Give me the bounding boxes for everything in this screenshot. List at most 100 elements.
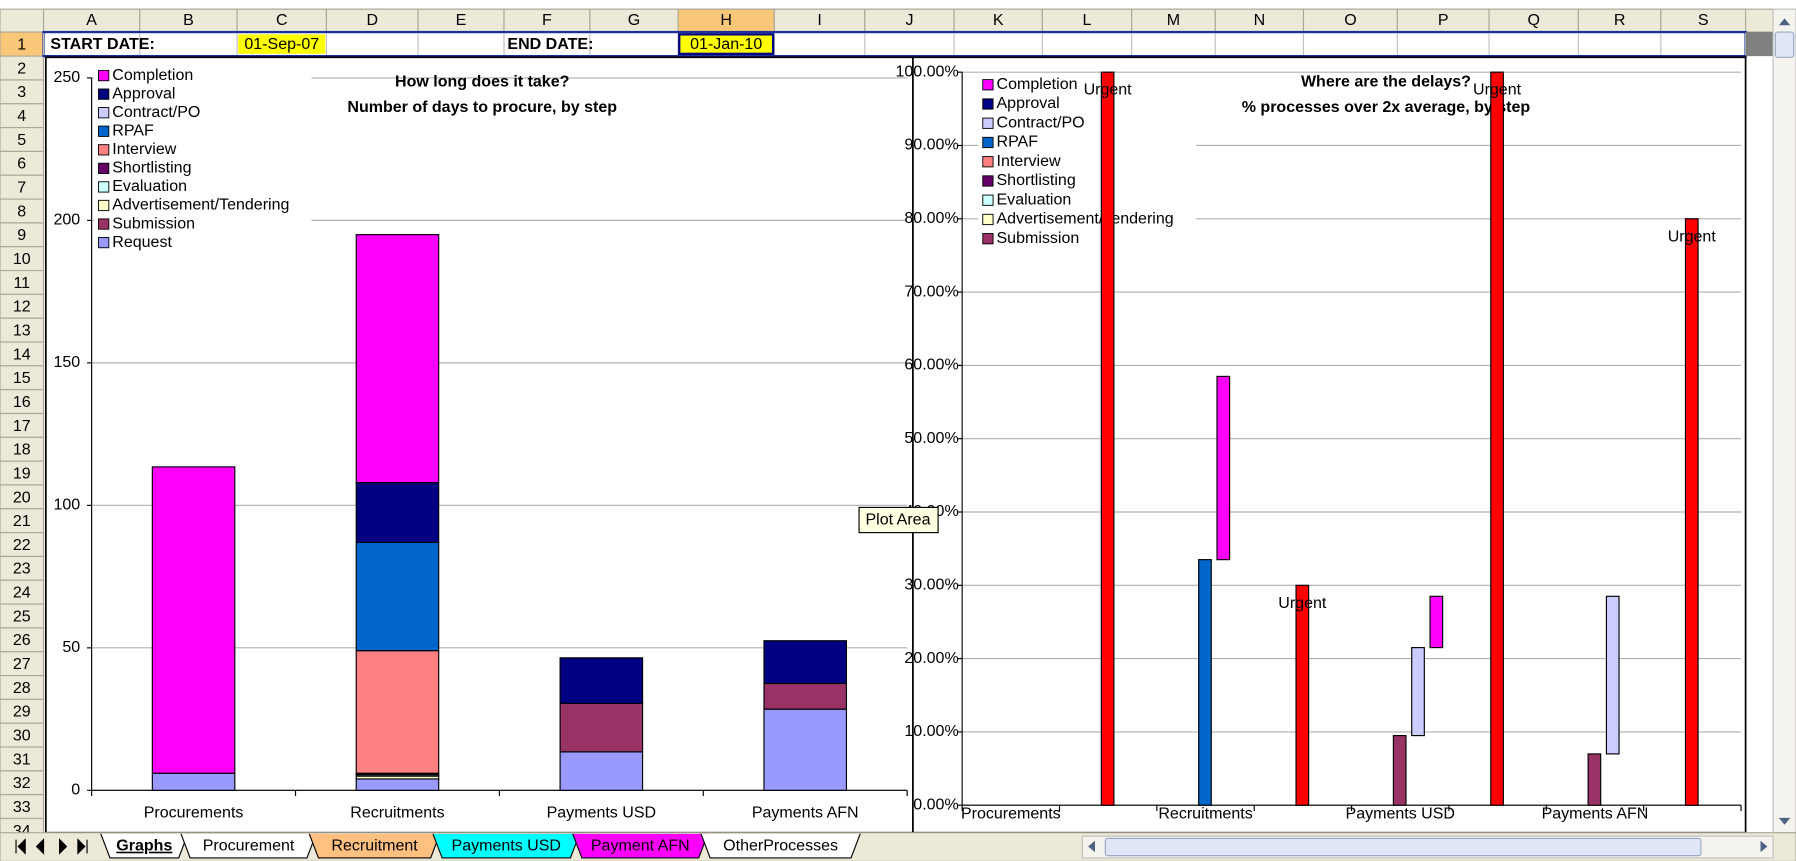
legend-label: Shortlisting	[112, 159, 191, 177]
chart-subtitle: Number of days to procure, by step	[347, 98, 617, 116]
scroll-down[interactable]	[1778, 817, 1791, 825]
cell-h1-fill[interactable]	[678, 33, 775, 55]
column-label: K	[993, 11, 1004, 29]
row-label: 2	[17, 59, 26, 77]
scroll-thumb[interactable]	[1774, 31, 1795, 58]
scroll-left[interactable]	[1088, 840, 1096, 853]
column-label: G	[628, 11, 640, 29]
x-tick-label: Payments USD	[547, 803, 656, 821]
top-bar	[0, 0, 1796, 10]
y-tick-label: 20.00%	[904, 649, 958, 667]
y-tick-label: 200	[53, 211, 80, 229]
bar-segment	[763, 682, 848, 710]
legend-box	[93, 65, 312, 256]
legend-swatch	[98, 144, 110, 156]
row-label: 30	[13, 727, 31, 745]
data-label: Urgent	[1473, 81, 1522, 99]
legend-label: Approval	[997, 94, 1060, 112]
row-label: 15	[13, 369, 31, 387]
legend-label: Approval	[112, 84, 175, 102]
cell-f1: END DATE:	[507, 35, 593, 53]
x-tick-label: Procurements	[961, 805, 1061, 823]
row-label: 9	[17, 226, 26, 244]
sheet-tab[interactable]	[100, 833, 189, 859]
bar-segment	[1587, 753, 1602, 806]
legend-swatch	[982, 79, 994, 91]
row-label: 16	[13, 393, 31, 411]
legend-label: RPAF	[997, 133, 1039, 151]
tab-nav[interactable]	[35, 838, 45, 855]
h-scroll-thumb[interactable]	[1104, 837, 1702, 857]
legend-label: Evaluation	[997, 190, 1072, 208]
row-label: 8	[17, 202, 26, 220]
legend-swatch	[982, 156, 994, 168]
bar-segment	[1684, 218, 1699, 806]
column-label: J	[905, 11, 913, 29]
row-label: 23	[13, 560, 31, 578]
cell-a1: START DATE:	[50, 35, 154, 53]
legend-label: Request	[112, 233, 172, 251]
y-tick-label: 0.00%	[913, 795, 958, 813]
sheet-tab[interactable]	[308, 833, 441, 859]
vertical-scrollbar[interactable]	[1772, 8, 1796, 834]
bar-segment	[559, 657, 644, 704]
column-label: O	[1344, 11, 1356, 29]
column-label: N	[1254, 11, 1266, 29]
column-label: Q	[1527, 11, 1539, 29]
sheet-tab[interactable]	[432, 833, 581, 859]
bar-segment	[355, 481, 440, 543]
legend-label: Advertisement/Tendering	[997, 210, 1174, 228]
column-label: R	[1614, 11, 1626, 29]
y-tick-label: 80.00%	[904, 209, 958, 227]
scroll-right[interactable]	[1760, 840, 1768, 853]
scroll-up[interactable]	[1778, 18, 1791, 26]
bar-segment	[1605, 595, 1620, 755]
legend-swatch	[982, 117, 994, 129]
y-tick-label: 50.00%	[904, 429, 958, 447]
legend-label: Interview	[997, 152, 1062, 170]
tooltip: Plot Area	[866, 510, 931, 528]
bar-segment	[763, 640, 848, 685]
sheet-tab-label[interactable]: Payments USD	[452, 837, 561, 855]
sheet-tab-label[interactable]: Graphs	[116, 837, 172, 855]
row-label: 33	[13, 798, 31, 816]
column-label: I	[817, 11, 821, 29]
y-tick-label: 70.00%	[904, 282, 958, 300]
column-label: M	[1167, 11, 1180, 29]
bar-segment	[559, 702, 644, 753]
legend-label: Evaluation	[112, 177, 187, 195]
sheet-tab-label[interactable]: Payment AFN	[591, 837, 690, 855]
bar-segment	[151, 772, 236, 791]
row-label: 5	[17, 131, 26, 149]
chart-title: Where are the delays?	[1301, 73, 1471, 91]
tab-nav[interactable]	[77, 838, 88, 855]
bar-segment	[1429, 595, 1444, 649]
column-label: P	[1438, 11, 1449, 29]
column-label: A	[86, 11, 97, 29]
data-label: Urgent	[1278, 594, 1327, 612]
sheet-tab-label[interactable]: Procurement	[203, 837, 295, 855]
sheet-tab-label[interactable]: Recruitment	[331, 837, 418, 855]
sheet-tab[interactable]	[700, 833, 861, 859]
row-label: 21	[13, 512, 31, 530]
row-label: 31	[13, 750, 31, 768]
row-label: 4	[17, 107, 26, 125]
tab-nav[interactable]	[58, 838, 68, 855]
y-tick-label: 150	[53, 353, 80, 371]
sheet-tab-label[interactable]: OtherProcesses	[723, 837, 838, 855]
y-tick-label: 250	[53, 68, 80, 86]
bar-segment	[355, 778, 440, 791]
row-header[interactable]	[0, 31, 45, 57]
data-label: Urgent	[1668, 227, 1717, 245]
legend-label: Submission	[997, 229, 1080, 247]
legend-label: Submission	[112, 214, 195, 232]
legend-swatch	[98, 199, 110, 212]
sheet-tab[interactable]	[572, 833, 709, 859]
row-label: 19	[13, 464, 31, 482]
tab-nav[interactable]	[15, 838, 26, 855]
legend-swatch	[98, 236, 110, 249]
sheet-tab[interactable]	[180, 833, 317, 859]
legend-label: Shortlisting	[997, 171, 1076, 189]
row-label: 29	[13, 703, 31, 721]
